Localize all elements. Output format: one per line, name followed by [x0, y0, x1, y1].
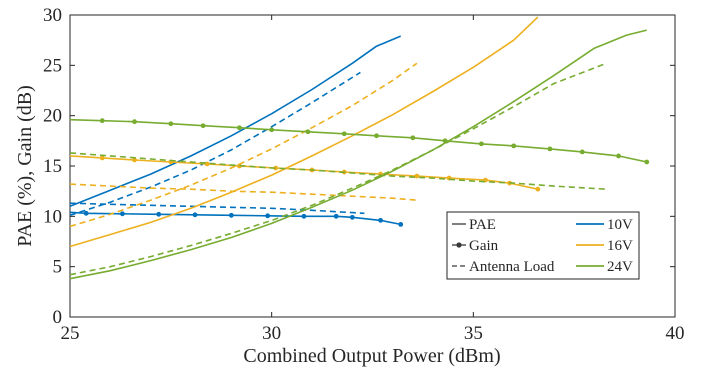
- series-line-10v-pae: [69, 35, 402, 208]
- gain-point-24v: [479, 141, 484, 147]
- legend-box: [446, 211, 640, 280]
- x-axis-title: Combined Output Power (dBm): [243, 345, 500, 367]
- legend-label-antenna-load: Antenna Load: [469, 259, 555, 275]
- x-axis: 25 30 35 40: [61, 323, 685, 344]
- gain-point-24v: [547, 146, 553, 152]
- gain-point-10v: [120, 211, 125, 217]
- series-group: [69, 16, 650, 280]
- gain-point-16v: [414, 173, 420, 179]
- series-line-16v-gain-antenna-load: [69, 183, 417, 201]
- y-axis-title: PAE (%), Gain (dB): [14, 85, 36, 246]
- y-tick-label: 10: [43, 206, 62, 227]
- gain-point-24v: [237, 125, 242, 131]
- legend: PAE Gain Antenna Load 10V 16V 24V: [446, 211, 640, 280]
- gain-point-10v: [349, 214, 355, 220]
- series-line-24v-gain-antenna-load: [69, 152, 607, 190]
- legend-label-16v: 16V: [607, 238, 633, 254]
- series-line-24v-gain: [69, 118, 647, 163]
- legend-dot-marker: [456, 242, 462, 248]
- gain-point-10v: [83, 210, 89, 216]
- gain-point-24v: [644, 159, 650, 165]
- gain-point-10v: [156, 211, 162, 217]
- x-tick-label: 35: [464, 323, 483, 344]
- gain-point-16v: [535, 186, 541, 192]
- gain-point-16v: [237, 163, 242, 169]
- legend-label-pae: PAE: [469, 217, 496, 233]
- gain-point-24v: [99, 118, 105, 124]
- series-line-10v-pae-antenna-load: [69, 71, 361, 217]
- legend-label-gain: Gain: [469, 238, 499, 254]
- gain-point-24v: [511, 143, 517, 149]
- y-tick-label: 20: [43, 106, 62, 127]
- gain-point-24v: [442, 138, 448, 144]
- gain-point-24v: [132, 119, 137, 125]
- gain-point-24v: [374, 133, 379, 139]
- x-tick-label: 25: [61, 323, 80, 344]
- y-tick-label: 0: [53, 307, 63, 328]
- gain-point-10v: [378, 217, 383, 223]
- x-tick-label: 40: [666, 323, 685, 344]
- gain-point-24v: [579, 149, 585, 155]
- series-line-16v-pae: [69, 16, 539, 248]
- series-line-24v-pae: [69, 29, 647, 280]
- gain-point-16v: [99, 155, 105, 161]
- gain-point-10v: [265, 213, 271, 219]
- gain-point-24v: [269, 127, 275, 133]
- gain-point-10v: [192, 212, 198, 218]
- series-line-10v-gain: [69, 211, 401, 226]
- gain-point-10v: [228, 212, 234, 218]
- y-axis: 0 5 10 15 20 25 30: [43, 5, 62, 328]
- gain-point-16v: [273, 165, 279, 171]
- gain-point-24v: [410, 135, 416, 141]
- x-tick-label: 30: [262, 323, 281, 344]
- gain-point-16v: [132, 157, 137, 163]
- gain-point-16v: [204, 161, 210, 167]
- y-tick-label: 15: [43, 156, 62, 177]
- series-line-24v-pae-antenna-load: [69, 62, 607, 276]
- series-line-16v-pae-antenna-load: [69, 62, 418, 228]
- gain-point-24v: [200, 123, 206, 129]
- gain-point-24v: [168, 121, 174, 127]
- gain-point-10v: [398, 221, 404, 227]
- gain-point-24v: [616, 153, 621, 159]
- gain-point-24v: [341, 131, 347, 137]
- legend-label-10v: 10V: [607, 217, 633, 233]
- legend-label-24v: 24V: [607, 259, 633, 275]
- y-tick-label: 30: [43, 5, 62, 26]
- y-tick-label: 25: [43, 55, 62, 76]
- gain-point-10v: [301, 213, 307, 219]
- gain-point-10v: [333, 213, 339, 219]
- gain-point-24v: [305, 129, 311, 135]
- y-tick-label: 5: [53, 257, 63, 278]
